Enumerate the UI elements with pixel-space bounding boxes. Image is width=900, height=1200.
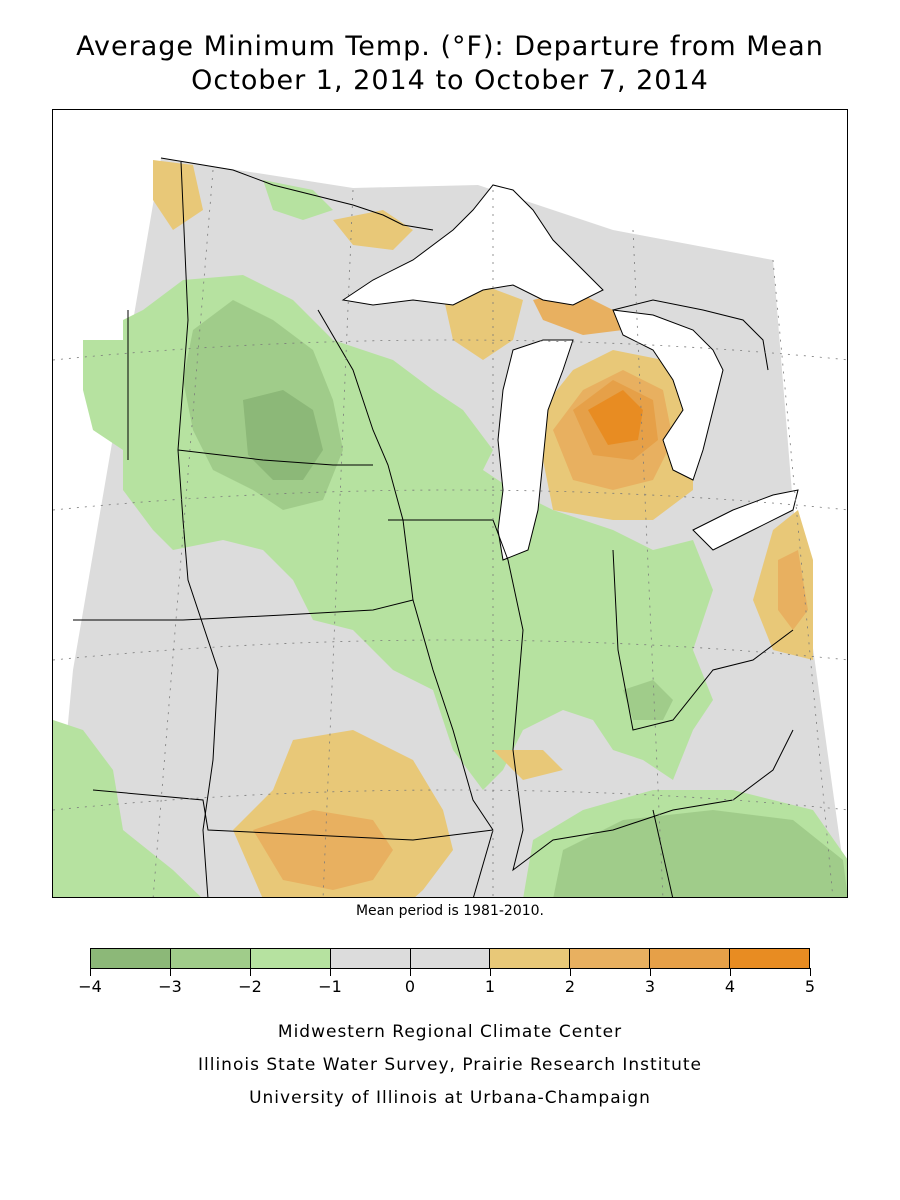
lake-huron (612, 309, 724, 481)
zone-up-warm (443, 285, 523, 360)
lake-superior (341, 184, 604, 306)
zone-north (263, 180, 333, 220)
zone-sw (53, 720, 201, 897)
legend-tick (570, 968, 571, 976)
zone-il-warm (493, 750, 563, 780)
legend-swatch (170, 949, 251, 968)
legend-swatch (91, 949, 171, 968)
map-title-line-1: Average Minimum Temp. (°F): Departure fr… (76, 31, 824, 62)
zone-mo-warmer (253, 810, 393, 890)
legend-tick-label: 2 (564, 977, 576, 996)
map-panel (52, 109, 848, 898)
color-legend-bar (90, 948, 810, 969)
legend-tick (730, 968, 731, 976)
legend-swatch (570, 949, 651, 968)
state-boundaries (73, 161, 794, 897)
northern-outline (160, 157, 769, 371)
zone-se-dark (553, 810, 847, 897)
legend-tick-label: 1 (484, 977, 496, 996)
legend-swatch (730, 949, 810, 968)
zone-west (83, 340, 153, 450)
legend-ticks (90, 968, 811, 976)
zone-oh-warmer (778, 550, 808, 630)
legend-tick (330, 968, 331, 976)
mean-period-note: Mean period is 1981-2010. (355, 903, 545, 919)
credit-line-2: Illinois State Water Survey, Prairie Res… (198, 1055, 702, 1075)
legend-tick-label: −1 (318, 977, 342, 996)
legend-tick-label: 5 (804, 977, 816, 996)
legend-tick-label: −3 (158, 977, 182, 996)
zone-mn-darkest (243, 390, 323, 480)
legend-tick (90, 968, 91, 976)
great-lakes (341, 184, 799, 561)
legend-tick-label: −4 (78, 977, 102, 996)
zone-mi-hottest (588, 390, 643, 445)
map-title-line-2: October 1, 2014 to October 7, 2014 (191, 65, 709, 96)
credit-line-1: Midwestern Regional Climate Center (277, 1022, 623, 1042)
zone-oh-dark (623, 680, 673, 720)
graticule (53, 169, 847, 897)
legend-tick (170, 968, 171, 976)
legend-tick (490, 968, 491, 976)
legend-swatch (410, 949, 491, 968)
legend-tick (410, 968, 411, 976)
lake-michigan (497, 339, 574, 561)
legend-tick-label: 0 (404, 977, 416, 996)
legend-swatch (490, 949, 571, 968)
legend-tick (650, 968, 651, 976)
legend-tick (810, 968, 811, 976)
zone-nw-warm (153, 160, 203, 230)
legend-swatch (330, 949, 411, 968)
legend-swatch (250, 949, 331, 968)
legend-tick (250, 968, 251, 976)
warmer-zones (153, 160, 813, 897)
temperature-departure-map (53, 157, 847, 897)
credit-line-3: University of Illinois at Urbana-Champai… (249, 1088, 651, 1108)
legend-tick-label: 4 (724, 977, 736, 996)
legend-swatch (650, 949, 731, 968)
legend-tick-label: −2 (238, 977, 262, 996)
legend-tick-label: 3 (644, 977, 656, 996)
